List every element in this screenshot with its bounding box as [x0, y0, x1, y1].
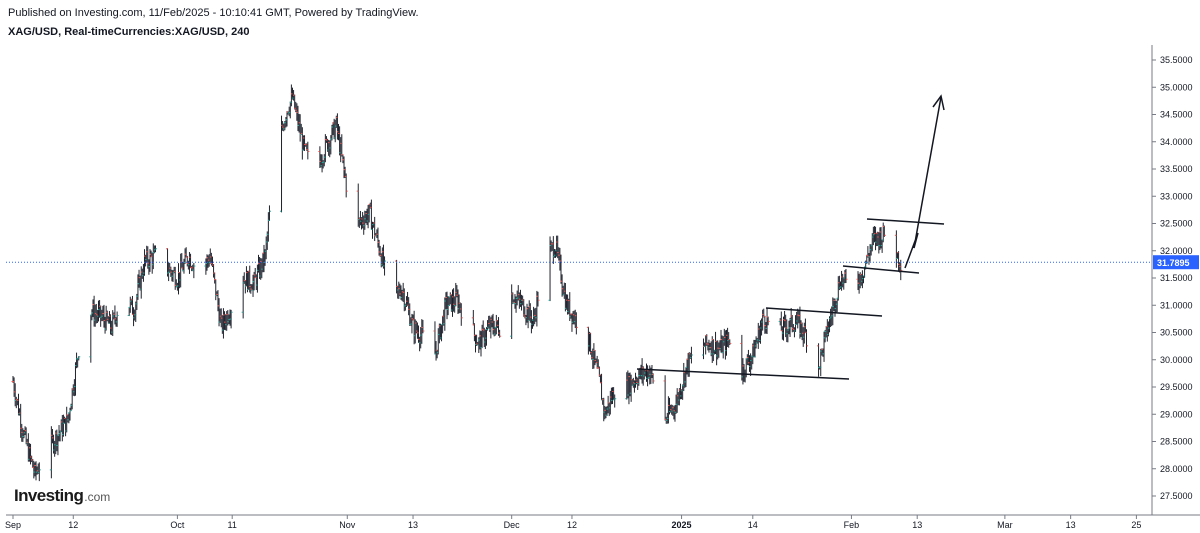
x-tick-label: 14	[748, 520, 758, 530]
x-tick-label: Mar	[997, 520, 1013, 530]
y-tick-label: 29.5000	[1160, 382, 1193, 392]
trendline	[765, 307, 883, 317]
y-tick-label: 28.5000	[1160, 437, 1193, 447]
trendline	[842, 265, 920, 274]
y-tick-label: 34.0000	[1160, 137, 1193, 147]
y-tick-label: 28.0000	[1160, 464, 1193, 474]
x-tick-label: 13	[1066, 520, 1076, 530]
projection-arrow-path	[904, 96, 942, 269]
y-tick-label: 32.0000	[1160, 246, 1193, 256]
x-tick-label: 12	[567, 520, 577, 530]
y-tick-label: 31.5000	[1160, 273, 1193, 283]
y-tick-label: 34.5000	[1160, 110, 1193, 120]
x-tick-label: Nov	[339, 520, 356, 530]
published-info: Published on Investing.com, 11/Feb/2025 …	[8, 7, 419, 19]
symbol-title: XAG/USD, Real-timeCurrencies:XAG/USD, 24…	[8, 26, 250, 38]
projection-arrow-head	[932, 94, 945, 111]
current-price-label: 31.7895	[1157, 258, 1190, 268]
y-tick-label: 30.0000	[1160, 355, 1193, 365]
logo-brand: Investing	[14, 486, 84, 505]
y-tick-label: 30.5000	[1160, 328, 1193, 338]
logo-domain: .com	[84, 490, 111, 504]
x-tick-label: Sep	[5, 520, 21, 530]
x-tick-label: 25	[1131, 520, 1141, 530]
y-tick-label: 32.5000	[1160, 219, 1193, 229]
x-tick-label: 12	[68, 520, 78, 530]
x-tick-label: Feb	[844, 520, 860, 530]
trendline	[636, 368, 850, 380]
x-tick-label: Oct	[170, 520, 185, 530]
investing-logo: Investing .com	[14, 486, 110, 506]
y-tick-label: 33.0000	[1160, 191, 1193, 201]
x-tick-label: 2025	[672, 520, 692, 530]
trendline	[866, 218, 945, 225]
x-tick-label: 13	[912, 520, 922, 530]
y-tick-label: 31.0000	[1160, 300, 1193, 310]
y-tick-label: 33.5000	[1160, 164, 1193, 174]
y-tick-label: 27.5000	[1160, 491, 1193, 501]
x-tick-label: Dec	[504, 520, 521, 530]
y-tick-label: 35.5000	[1160, 55, 1193, 65]
current-price-label-bg	[1153, 255, 1199, 270]
y-tick-label: 35.0000	[1160, 82, 1193, 92]
x-tick-label: 13	[408, 520, 418, 530]
x-tick-label: 11	[228, 520, 237, 530]
y-tick-label: 29.0000	[1160, 409, 1193, 419]
